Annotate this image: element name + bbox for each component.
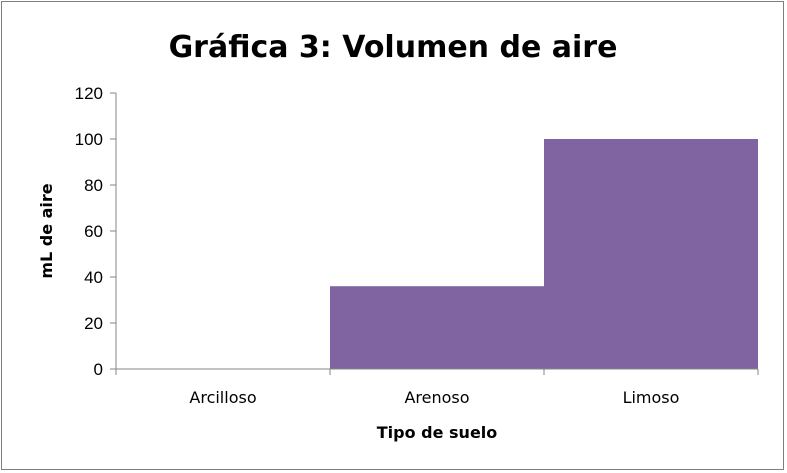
bar-limoso xyxy=(544,139,758,369)
plot-area: 0 20 40 60 80 100 120 Arcilloso Arenoso Limoso xyxy=(75,84,759,407)
y-tick-label: 20 xyxy=(84,314,103,333)
y-tick-label: 100 xyxy=(75,130,103,149)
bar-arenoso xyxy=(330,286,544,369)
y-tick-label: 40 xyxy=(84,268,103,287)
y-tick-label: 60 xyxy=(84,222,103,241)
y-axis-title: mL de aire xyxy=(37,183,56,278)
x-tick-label: Limoso xyxy=(623,388,680,407)
chart-title: Gráfica 3: Volumen de aire xyxy=(169,30,618,65)
y-tick-label: 120 xyxy=(75,84,103,103)
x-axis-title: Tipo de suelo xyxy=(377,423,498,442)
y-tick-label: 0 xyxy=(94,360,103,379)
x-tick-label: Arcilloso xyxy=(189,388,256,407)
y-tick-label: 80 xyxy=(84,176,103,195)
x-tick-label: Arenoso xyxy=(404,388,469,407)
